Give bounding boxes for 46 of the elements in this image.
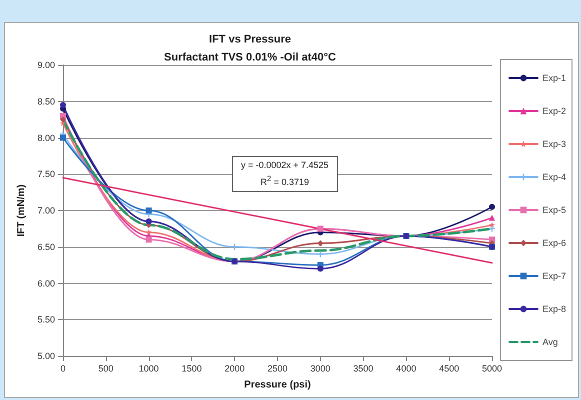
point [489,214,495,221]
legend-label: Exp-2 [542,106,566,116]
x-tick-label: 500 [98,364,114,374]
x-axis-title: Pressure (psi) [244,380,311,390]
point [60,102,66,108]
y-tick-label: 6.50 [37,242,55,252]
annotation: R$^{2}$ = 0.3719 [260,173,310,189]
x-tick-label: 5000 [482,364,502,374]
x-tick-label: 2000 [224,364,245,374]
legend-label: Exp-4 [542,172,566,182]
point [146,229,152,236]
point [60,134,66,141]
x-tick-label: 2500 [267,364,288,374]
x-tick-label: 3000 [310,364,330,374]
y-tick-label: 5.00 [37,351,55,361]
legend-label: Exp-5 [542,205,566,215]
legend-label: Exp-1 [542,73,566,83]
point [489,226,495,232]
x-tick-label: 1000 [138,364,159,374]
point [489,222,495,228]
y-tick-label: 5.50 [37,314,55,325]
x-tick-label: 4500 [439,364,460,374]
y-tick-label: 6.00 [37,278,55,288]
chart-subtitle: Surfactant TVS 0.01% -Oil at40°C [164,52,336,64]
legend-label: Exp-8 [542,304,566,314]
y-tick-label: 9.00 [37,60,55,70]
point [317,266,324,272]
annotation: y = -0.0002x + 7.4525 [241,159,329,172]
x-tick-label: 3500 [353,364,374,374]
x-tick-label: 1500 [182,364,202,374]
y-tick-label: 8.00 [37,132,55,143]
point [60,116,66,123]
legend-label: Avg [542,337,558,347]
x-tick-label: 4000 [396,364,416,374]
y-tick-label: 7.50 [37,169,55,180]
legend-label: Exp-3 [542,139,566,149]
y-axis-title: IFT (mN/m) [16,184,28,237]
y-tick-label: 8.50 [37,96,55,106]
point [146,236,152,243]
x-tick-label: 0 [60,364,66,374]
y-tick-label: 7.00 [37,206,55,216]
chart-title: IFT vs Pressure [209,34,291,46]
point [146,208,152,214]
legend-label: Exp-7 [542,271,566,281]
legend-label: Exp-6 [542,238,566,248]
point [489,204,495,210]
